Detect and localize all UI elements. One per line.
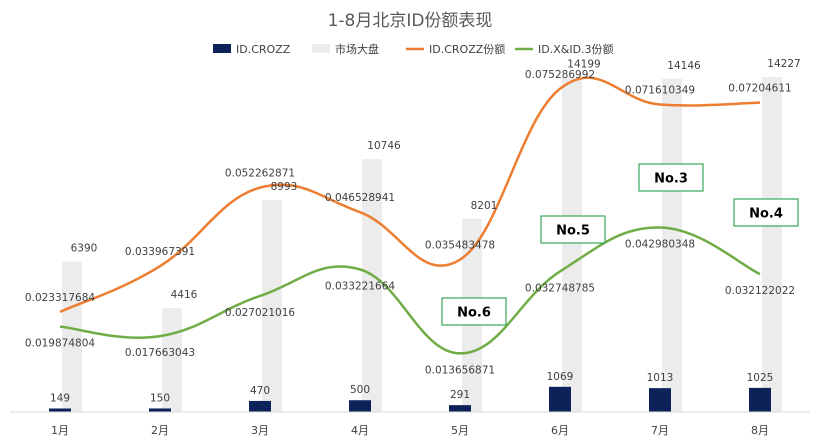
- crozz-share-label: 0.075286992: [525, 69, 595, 81]
- rank-annotation: No.4: [733, 198, 799, 227]
- x-tick-label: 4月: [351, 424, 369, 437]
- crozz-share-label: 0.023317684: [25, 292, 95, 304]
- idx-id3-share-label: 0.032748785: [525, 282, 595, 294]
- chart-title: 1-8月北京ID份额表现: [328, 11, 493, 31]
- market-bar-label: 14146: [667, 60, 701, 72]
- market-bar: [762, 76, 782, 412]
- rank-box: [733, 198, 799, 227]
- x-tick-label: 6月: [551, 424, 569, 437]
- legend-label: ID.CROZZ: [236, 43, 291, 56]
- idx-id3-share-line: [59, 226, 761, 355]
- legend: ID.CROZZ 市场大盘 ID.CROZZ份额 ID.X&ID.3份额: [213, 42, 614, 56]
- rank-annotation: No.6: [441, 297, 507, 326]
- crozz-share-label: 0.07204611: [728, 83, 791, 95]
- rank-annotation: No.3: [638, 163, 704, 192]
- crozz-share-line: [59, 76, 761, 314]
- rank-label: No.6: [457, 306, 491, 321]
- idx-id3-share-label: 0.033221664: [325, 280, 395, 292]
- legend-swatch: [312, 44, 330, 53]
- x-tick-label: 8月: [751, 424, 769, 437]
- market-bar-label: 8201: [471, 200, 498, 212]
- legend-label: ID.X&ID.3份额: [538, 43, 614, 56]
- x-tick-label: 2月: [151, 424, 169, 437]
- rank-label: No.4: [749, 207, 783, 222]
- market-bar: [262, 200, 282, 412]
- crozz-bar-label: 470: [250, 385, 270, 397]
- x-tick-label: 1月: [51, 424, 69, 437]
- idx-id3-share-label: 0.019874804: [25, 338, 95, 350]
- crozz-bar: [349, 400, 371, 412]
- market-bar-label: 14227: [767, 58, 800, 70]
- rank-annotation: No.5: [540, 215, 606, 244]
- crozz-share-label: 0.071610349: [625, 85, 695, 97]
- crozz-bar-label: 1025: [747, 372, 774, 384]
- crozz-bar: [649, 388, 671, 412]
- market-bar: [662, 78, 682, 412]
- crozz-bar: [549, 386, 571, 412]
- crozz-bar-label: 149: [50, 392, 70, 404]
- idx-id3-share-label: 0.017663043: [125, 347, 195, 359]
- crozz-bar-label: 291: [450, 389, 470, 401]
- market-bar-label: 14199: [567, 59, 600, 71]
- rank-box: [441, 297, 507, 326]
- idx-id3-share-label: 0.027021016: [225, 307, 295, 319]
- market-bar: [62, 261, 82, 412]
- crozz-bar: [249, 400, 271, 412]
- idx-id3-share-label: 0.013656871: [425, 364, 495, 376]
- x-tick-label: 5月: [451, 424, 469, 437]
- crozz-bar: [449, 405, 471, 412]
- rank-box: [638, 163, 704, 192]
- crozz-bar: [49, 408, 71, 412]
- rank-label: No.3: [654, 172, 688, 187]
- crozz-share-label: 0.035483478: [425, 240, 495, 252]
- legend-label: ID.CROZZ份额: [429, 43, 505, 56]
- market-bar-label: 8993: [271, 181, 298, 193]
- crozz-share-label: 0.052262871: [225, 168, 295, 180]
- crozz-bar-label: 500: [350, 384, 370, 396]
- x-tick-label: 7月: [651, 424, 669, 437]
- crozz-share-label: 0.033967391: [125, 246, 195, 258]
- legend-label: 市场大盘: [335, 42, 379, 56]
- idx-id3-share-label: 0.042980348: [625, 238, 695, 250]
- x-tick-label: 3月: [251, 424, 269, 437]
- idx-id3-share-label: 0.032122022: [725, 285, 795, 297]
- plot-area: 1月 2月 3月 4月 5月 6月 7月 8月 149 150 470 500 291 1069 1013 1…: [10, 58, 810, 437]
- crozz-bar-label: 150: [150, 392, 170, 404]
- market-bar-label: 6390: [71, 243, 98, 255]
- rank-box: [540, 215, 606, 244]
- market-bar-label: 10746: [367, 140, 401, 152]
- rank-label: No.5: [556, 224, 590, 239]
- market-bar: [562, 77, 582, 413]
- legend-swatch: [213, 44, 231, 53]
- crozz-share-label: 0.046528941: [325, 192, 395, 204]
- crozz-bar: [749, 387, 771, 412]
- crozz-bar: [149, 408, 171, 412]
- market-bar-label: 4416: [171, 289, 198, 301]
- crozz-bar-label: 1069: [547, 371, 574, 383]
- crozz-bar-label: 1013: [647, 372, 674, 384]
